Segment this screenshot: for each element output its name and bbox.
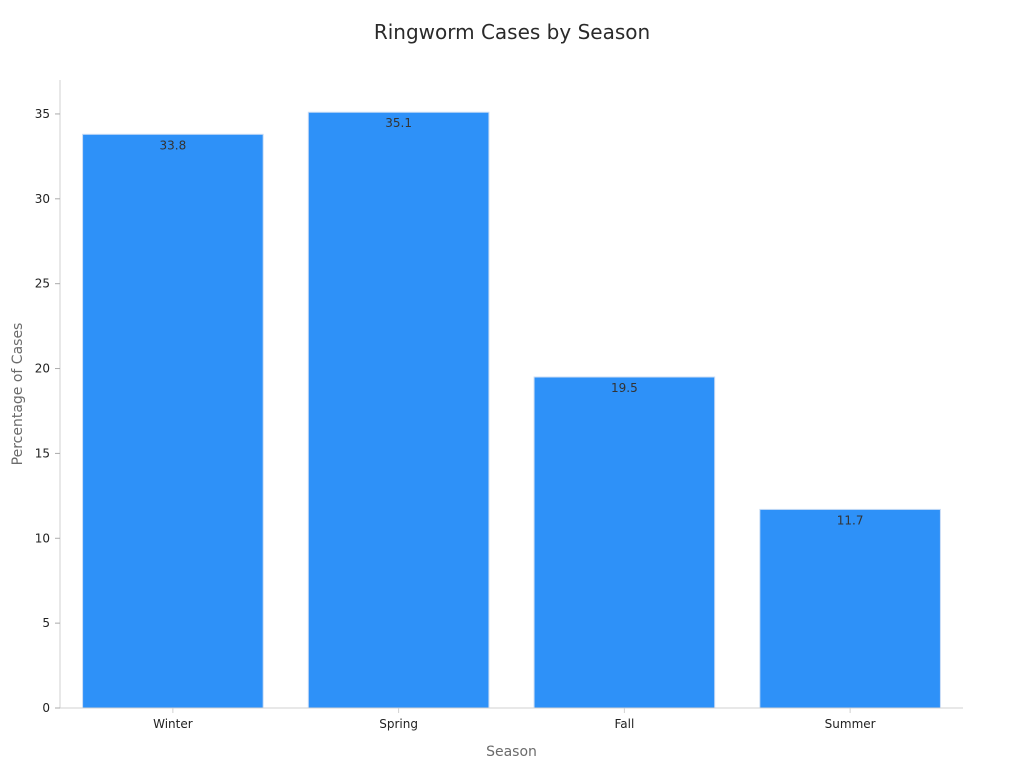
y-axis-title: Percentage of Cases <box>10 323 26 466</box>
y-tick-label: 5 <box>42 616 50 630</box>
y-ticks-group: 0 5 10 15 20 25 30 35 <box>35 107 60 715</box>
x-tick-label-winter: Winter <box>153 717 193 731</box>
bar-summer <box>759 508 941 709</box>
x-tick-label-spring: Spring <box>379 717 418 731</box>
data-label-spring: 35.1 <box>385 116 412 130</box>
bar-fall <box>533 376 716 709</box>
y-tick-label: 25 <box>35 277 50 291</box>
y-tick-label: 30 <box>35 192 50 206</box>
x-tick-label-summer: Summer <box>825 717 876 731</box>
y-tick-label: 35 <box>35 107 50 121</box>
data-label-winter: 33.8 <box>160 138 187 152</box>
y-tick-label: 15 <box>35 446 50 460</box>
axes-group: 0 5 10 15 20 25 30 35 Winter Spring Fall Summer <box>35 80 963 731</box>
y-tick-label: 0 <box>42 701 50 715</box>
data-label-summer: 11.7 <box>837 513 864 527</box>
data-label-fall: 19.5 <box>611 381 638 395</box>
y-tick-label: 10 <box>35 531 50 545</box>
bar-spring <box>307 111 490 709</box>
data-labels-group: 33.8 35.1 19.5 11.7 <box>160 116 864 527</box>
x-axis-title: Season <box>486 744 537 760</box>
bars-group <box>82 111 941 709</box>
chart-title: Ringworm Cases by Season <box>373 20 651 44</box>
y-tick-label: 20 <box>35 362 50 376</box>
x-ticks-group: Winter Spring Fall Summer <box>153 708 876 731</box>
bar-winter <box>82 133 264 709</box>
x-tick-label-fall: Fall <box>614 717 634 731</box>
